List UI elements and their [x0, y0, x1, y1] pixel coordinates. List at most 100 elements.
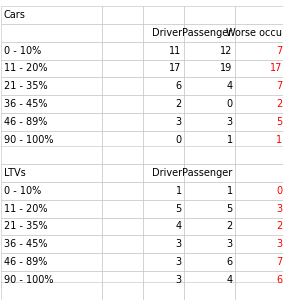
Bar	[143, 24, 184, 42]
Text: 11: 11	[170, 46, 182, 56]
Text: 4: 4	[226, 81, 233, 91]
Text: 3: 3	[226, 117, 233, 127]
Text: 90 - 100%: 90 - 100%	[4, 135, 53, 145]
Text: 0 - 10%: 0 - 10%	[4, 186, 41, 196]
Bar	[143, 218, 184, 236]
Text: 3: 3	[276, 239, 282, 249]
Text: 4: 4	[175, 221, 182, 231]
Text: 0: 0	[276, 186, 282, 196]
Bar	[143, 146, 184, 164]
Bar	[143, 164, 184, 182]
Bar	[1, 113, 102, 131]
Bar	[143, 282, 184, 300]
Bar	[1, 77, 102, 95]
Text: Cars: Cars	[4, 10, 25, 20]
Text: 3: 3	[175, 275, 182, 285]
Text: 2: 2	[175, 99, 182, 109]
Bar	[1, 236, 102, 253]
Text: 19: 19	[220, 64, 233, 74]
Bar	[1, 59, 102, 77]
Text: 21 - 35%: 21 - 35%	[4, 81, 47, 91]
Text: 1: 1	[226, 135, 233, 145]
Bar	[235, 6, 283, 24]
Bar	[102, 282, 143, 300]
Bar	[184, 164, 235, 182]
Bar	[143, 95, 184, 113]
Text: 7: 7	[276, 257, 282, 267]
Text: LTVs: LTVs	[4, 168, 25, 178]
Bar	[184, 282, 235, 300]
Bar	[235, 253, 283, 271]
Text: 2: 2	[276, 99, 282, 109]
Bar	[102, 164, 143, 182]
Text: 0 - 10%: 0 - 10%	[4, 46, 41, 56]
Text: 6: 6	[175, 81, 182, 91]
Bar	[235, 218, 283, 236]
Text: 5: 5	[175, 204, 182, 214]
Text: 2: 2	[226, 221, 233, 231]
Bar	[102, 236, 143, 253]
Bar	[235, 77, 283, 95]
Text: 3: 3	[226, 239, 233, 249]
Text: 11 - 20%: 11 - 20%	[4, 64, 47, 74]
Bar	[235, 236, 283, 253]
Text: 46 - 89%: 46 - 89%	[4, 117, 47, 127]
Text: 2: 2	[276, 221, 282, 231]
Text: 0: 0	[175, 135, 182, 145]
Text: Worse occu: Worse occu	[226, 28, 282, 38]
Bar	[184, 24, 235, 42]
Bar	[184, 42, 235, 59]
Text: 1: 1	[175, 186, 182, 196]
Text: 3: 3	[175, 117, 182, 127]
Bar	[184, 271, 235, 289]
Bar	[235, 271, 283, 289]
Bar	[102, 77, 143, 95]
Bar	[1, 282, 102, 300]
Bar	[1, 271, 102, 289]
Bar	[184, 113, 235, 131]
Bar	[235, 95, 283, 113]
Text: 5: 5	[276, 117, 282, 127]
Bar	[184, 253, 235, 271]
Text: 7: 7	[276, 46, 282, 56]
Bar	[235, 24, 283, 42]
Text: 4: 4	[226, 275, 233, 285]
Bar	[102, 253, 143, 271]
Bar	[143, 113, 184, 131]
Bar	[184, 131, 235, 149]
Text: Passenger: Passenger	[182, 168, 233, 178]
Text: 36 - 45%: 36 - 45%	[4, 99, 47, 109]
Bar	[102, 200, 143, 218]
Bar	[102, 271, 143, 289]
Text: 17: 17	[270, 64, 282, 74]
Text: 1: 1	[226, 186, 233, 196]
Bar	[143, 182, 184, 200]
Bar	[1, 253, 102, 271]
Bar	[1, 6, 102, 24]
Bar	[184, 236, 235, 253]
Text: 1: 1	[276, 135, 282, 145]
Bar	[1, 24, 102, 42]
Text: 3: 3	[276, 204, 282, 214]
Text: 36 - 45%: 36 - 45%	[4, 239, 47, 249]
Text: 90 - 100%: 90 - 100%	[4, 275, 53, 285]
Bar	[1, 200, 102, 218]
Bar	[184, 146, 235, 164]
Bar	[235, 42, 283, 59]
Bar	[235, 282, 283, 300]
Text: 12: 12	[220, 46, 233, 56]
Bar	[235, 200, 283, 218]
Bar	[143, 253, 184, 271]
Bar	[235, 182, 283, 200]
Bar	[102, 131, 143, 149]
Bar	[143, 6, 184, 24]
Text: Passenger: Passenger	[182, 28, 233, 38]
Text: 21 - 35%: 21 - 35%	[4, 221, 47, 231]
Bar	[1, 218, 102, 236]
Text: 11 - 20%: 11 - 20%	[4, 204, 47, 214]
Bar	[102, 6, 143, 24]
Bar	[102, 24, 143, 42]
Bar	[1, 164, 102, 182]
Bar	[143, 271, 184, 289]
Bar	[184, 59, 235, 77]
